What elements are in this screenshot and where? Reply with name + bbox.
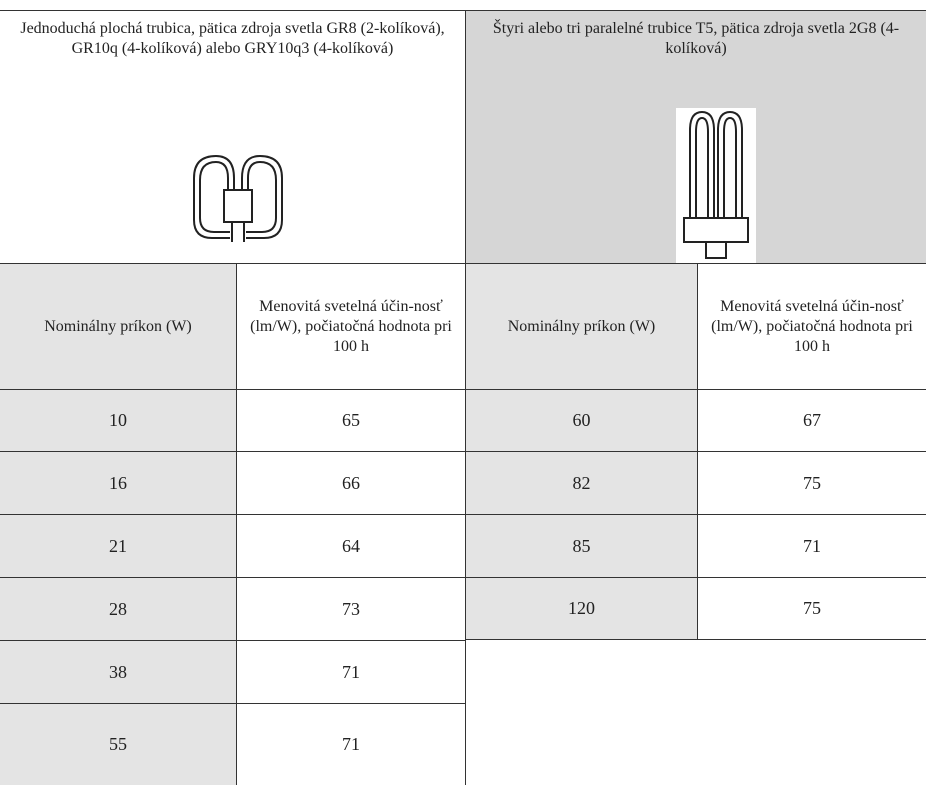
right-cell: 85 bbox=[466, 514, 698, 577]
header-left-text: Jednoduchá plochá trubica, pätica zdroja… bbox=[20, 20, 445, 57]
column-header-text: Menovitá svetelná účin-nosť (lm/W), poči… bbox=[711, 297, 913, 355]
left-cell-text: 71 bbox=[342, 734, 360, 754]
left-cell-text: 28 bbox=[109, 598, 127, 619]
right-cell-text: 120 bbox=[568, 598, 595, 618]
lamp-icon-gr8 bbox=[193, 154, 283, 242]
column-header-text: Nominálny príkon (W) bbox=[44, 317, 192, 335]
left-cell: 28 bbox=[0, 577, 237, 640]
right-cell: 82 bbox=[466, 451, 698, 514]
left-cell-text: 55 bbox=[109, 734, 127, 754]
right-cell: 60 bbox=[466, 389, 698, 451]
right-cell-text: 85 bbox=[572, 535, 591, 556]
left-cell-text: 71 bbox=[342, 661, 360, 682]
left-cell-text: 64 bbox=[342, 535, 360, 556]
left-cell: 71 bbox=[237, 640, 466, 703]
left-cell: 21 bbox=[0, 514, 237, 577]
left-cell: 65 bbox=[237, 389, 466, 451]
column-header: Nominálny príkon (W) bbox=[466, 263, 698, 389]
left-cell-text: 16 bbox=[109, 472, 127, 493]
left-cell-text: 21 bbox=[109, 535, 127, 556]
left-cell: 55 bbox=[0, 703, 237, 785]
left-cell-text: 10 bbox=[109, 410, 127, 430]
header-right-text: Štyri alebo tri paralelné trubice T5, pä… bbox=[492, 20, 900, 57]
left-cell: 64 bbox=[237, 514, 466, 577]
left-cell: 66 bbox=[237, 451, 466, 514]
lamp-icon-2g8 bbox=[676, 108, 756, 264]
column-header-text: Menovitá svetelná účin-nosť (lm/W), poči… bbox=[250, 297, 452, 355]
left-cell-text: 73 bbox=[342, 598, 360, 619]
right-cell-text: 75 bbox=[803, 472, 821, 493]
left-cell: 38 bbox=[0, 640, 237, 703]
right-cell: 120 bbox=[466, 577, 698, 640]
right-cell-text: 82 bbox=[572, 472, 591, 493]
right-cell-text: 60 bbox=[572, 410, 591, 430]
column-header: Menovitá svetelná účin-nosť (lm/W), poči… bbox=[698, 263, 926, 389]
right-cell-text: 71 bbox=[803, 535, 821, 556]
right-cell: 71 bbox=[698, 514, 926, 577]
column-header: Nominálny príkon (W) bbox=[0, 263, 237, 389]
header-left: Jednoduchá plochá trubica, pätica zdroja… bbox=[0, 10, 466, 263]
right-cell: 75 bbox=[698, 577, 926, 640]
left-cell-text: 38 bbox=[109, 661, 127, 682]
left-cell: 71 bbox=[237, 703, 466, 785]
left-cell: 10 bbox=[0, 389, 237, 451]
right-cell-text: 75 bbox=[803, 598, 821, 618]
column-header: Menovitá svetelná účin-nosť (lm/W), poči… bbox=[237, 263, 466, 389]
left-cell: 73 bbox=[237, 577, 466, 640]
left-cell: 16 bbox=[0, 451, 237, 514]
left-cell-text: 65 bbox=[342, 410, 360, 430]
right-cell: 67 bbox=[698, 389, 926, 451]
left-cell-text: 66 bbox=[342, 472, 360, 493]
right-cell: 75 bbox=[698, 451, 926, 514]
column-header-text: Nominálny príkon (W) bbox=[507, 317, 656, 335]
right-cell-text: 67 bbox=[803, 410, 821, 430]
